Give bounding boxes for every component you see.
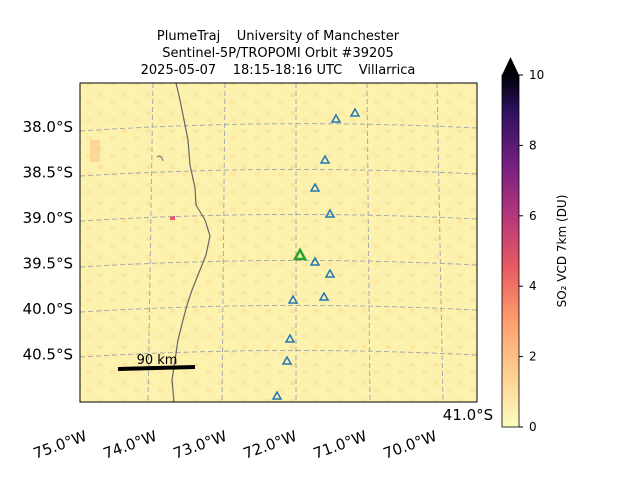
volcano bbox=[319, 154, 331, 164]
colorbar-tick-label: 6 bbox=[529, 209, 537, 223]
volcano bbox=[284, 333, 296, 343]
lon-label: 70.0°W bbox=[381, 427, 440, 463]
lon-label: 74.0°W bbox=[101, 427, 160, 463]
colorbar: SO₂ VCD 7km (DU) 0 2 4 6 8 10 bbox=[501, 57, 569, 434]
colorbar-tick-label: 2 bbox=[529, 350, 537, 364]
volcano bbox=[318, 291, 330, 301]
lon-labels: 75.0°W 74.0°W 73.0°W 72.0°W 71.0°W 70.0°W bbox=[31, 427, 440, 463]
lon-label: 72.0°W bbox=[241, 427, 300, 463]
title-line: PlumeTraj University of Manchester bbox=[157, 29, 400, 44]
volcano bbox=[349, 107, 361, 117]
map: 90 km bbox=[79, 82, 478, 403]
volcano bbox=[309, 182, 321, 192]
coastline bbox=[171, 82, 211, 403]
so2-field bbox=[80, 83, 477, 402]
volcano bbox=[281, 355, 293, 365]
lat-label: 40.5°S bbox=[23, 346, 73, 364]
volcanoes bbox=[271, 107, 361, 400]
speckle bbox=[170, 216, 175, 220]
title-line: Sentinel-5P/TROPOMI Orbit #39205 bbox=[162, 46, 394, 61]
lat-labels: 38.0°S 38.5°S 39.0°S 39.5°S 40.0°S 40.5°S bbox=[23, 118, 73, 364]
speckle bbox=[90, 140, 100, 162]
colorbar-label: SO₂ VCD 7km (DU) bbox=[555, 195, 569, 308]
lat-label: 40.0°S bbox=[23, 300, 73, 318]
volcano bbox=[330, 113, 342, 123]
volcano bbox=[324, 208, 336, 218]
lon-label: 73.0°W bbox=[171, 427, 230, 463]
volcano bbox=[324, 268, 336, 278]
lake bbox=[156, 155, 164, 162]
scale-bar bbox=[117, 365, 196, 371]
corner-label: 41.0°S bbox=[443, 406, 493, 424]
lat-label: 38.5°S bbox=[23, 164, 73, 182]
colorbar-body bbox=[501, 74, 520, 428]
graticule bbox=[79, 82, 478, 403]
colorbar-tick-label: 4 bbox=[529, 279, 537, 293]
scale-bar-label: 90 km bbox=[137, 353, 178, 368]
colorbar-tick-label: 0 bbox=[529, 420, 537, 434]
lon-label: 71.0°W bbox=[311, 427, 370, 463]
title-line: 2025-05-07 18:15-18:16 UTC Villarrica bbox=[141, 63, 416, 78]
lat-label: 39.0°S bbox=[23, 209, 73, 227]
target-volcano bbox=[292, 247, 308, 261]
colorbar-extend bbox=[502, 57, 519, 75]
lat-label: 39.5°S bbox=[23, 255, 73, 273]
colorbar-tick-label: 8 bbox=[529, 138, 537, 152]
lon-label: 75.0°W bbox=[31, 427, 90, 463]
colorbar-tick-label: 10 bbox=[529, 68, 544, 82]
volcano bbox=[287, 294, 299, 304]
lat-label: 38.0°S bbox=[23, 118, 73, 136]
title: PlumeTraj University of Manchester Senti… bbox=[141, 29, 416, 78]
volcano bbox=[271, 390, 283, 400]
map-frame bbox=[79, 82, 478, 403]
volcano bbox=[309, 256, 321, 266]
